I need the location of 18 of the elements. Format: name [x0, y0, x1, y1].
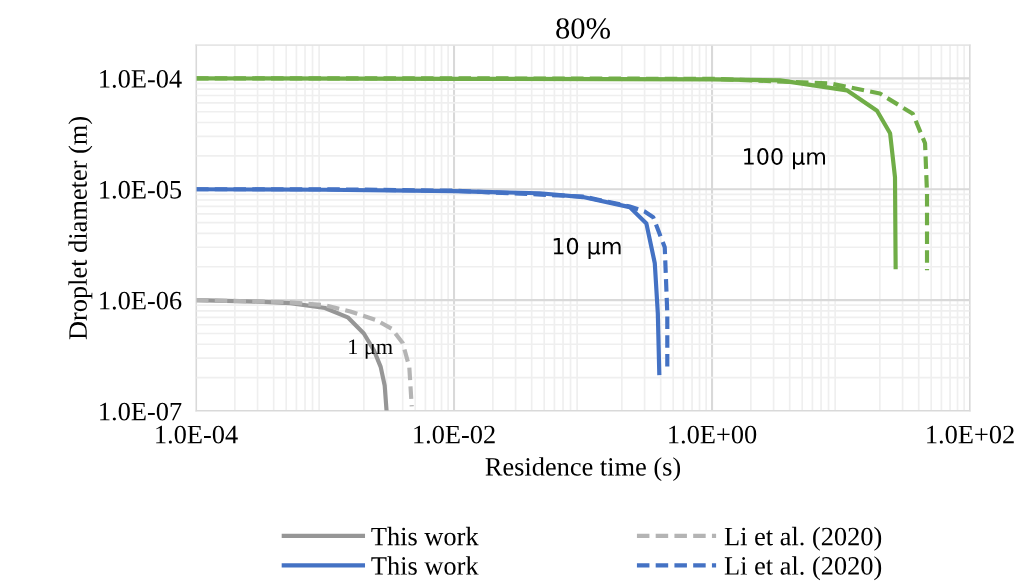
- y-tick-label: 1.0E-05: [100, 180, 182, 199]
- x-tick-label: 1.0E-04: [156, 425, 238, 444]
- legend-label: Li et al. (2020): [724, 556, 882, 581]
- annotation: 1 μm: [349, 339, 393, 359]
- y-tick-label: 1.0E-07: [100, 402, 182, 421]
- y-tick-label: 1.0E-04: [100, 69, 182, 88]
- y-tick-label: 1.0E-06: [100, 291, 182, 310]
- x-tick-label: 1.0E-02: [414, 425, 495, 444]
- annotation: 10 μm: [553, 237, 621, 259]
- x-axis-title: Residence time (s): [485, 457, 681, 482]
- annotation: 100 μm: [744, 148, 826, 170]
- legend-label: This work: [371, 526, 479, 546]
- legend-label: This work: [371, 556, 479, 575]
- y-axis-title: Droplet diameter (m): [68, 117, 93, 340]
- x-tick-label: 1.0E+02: [927, 425, 1014, 444]
- legend-label: Li et al. (2020): [724, 526, 882, 551]
- x-tick-label: 1.0E+00: [669, 425, 757, 444]
- chart-title: 80%: [556, 18, 610, 39]
